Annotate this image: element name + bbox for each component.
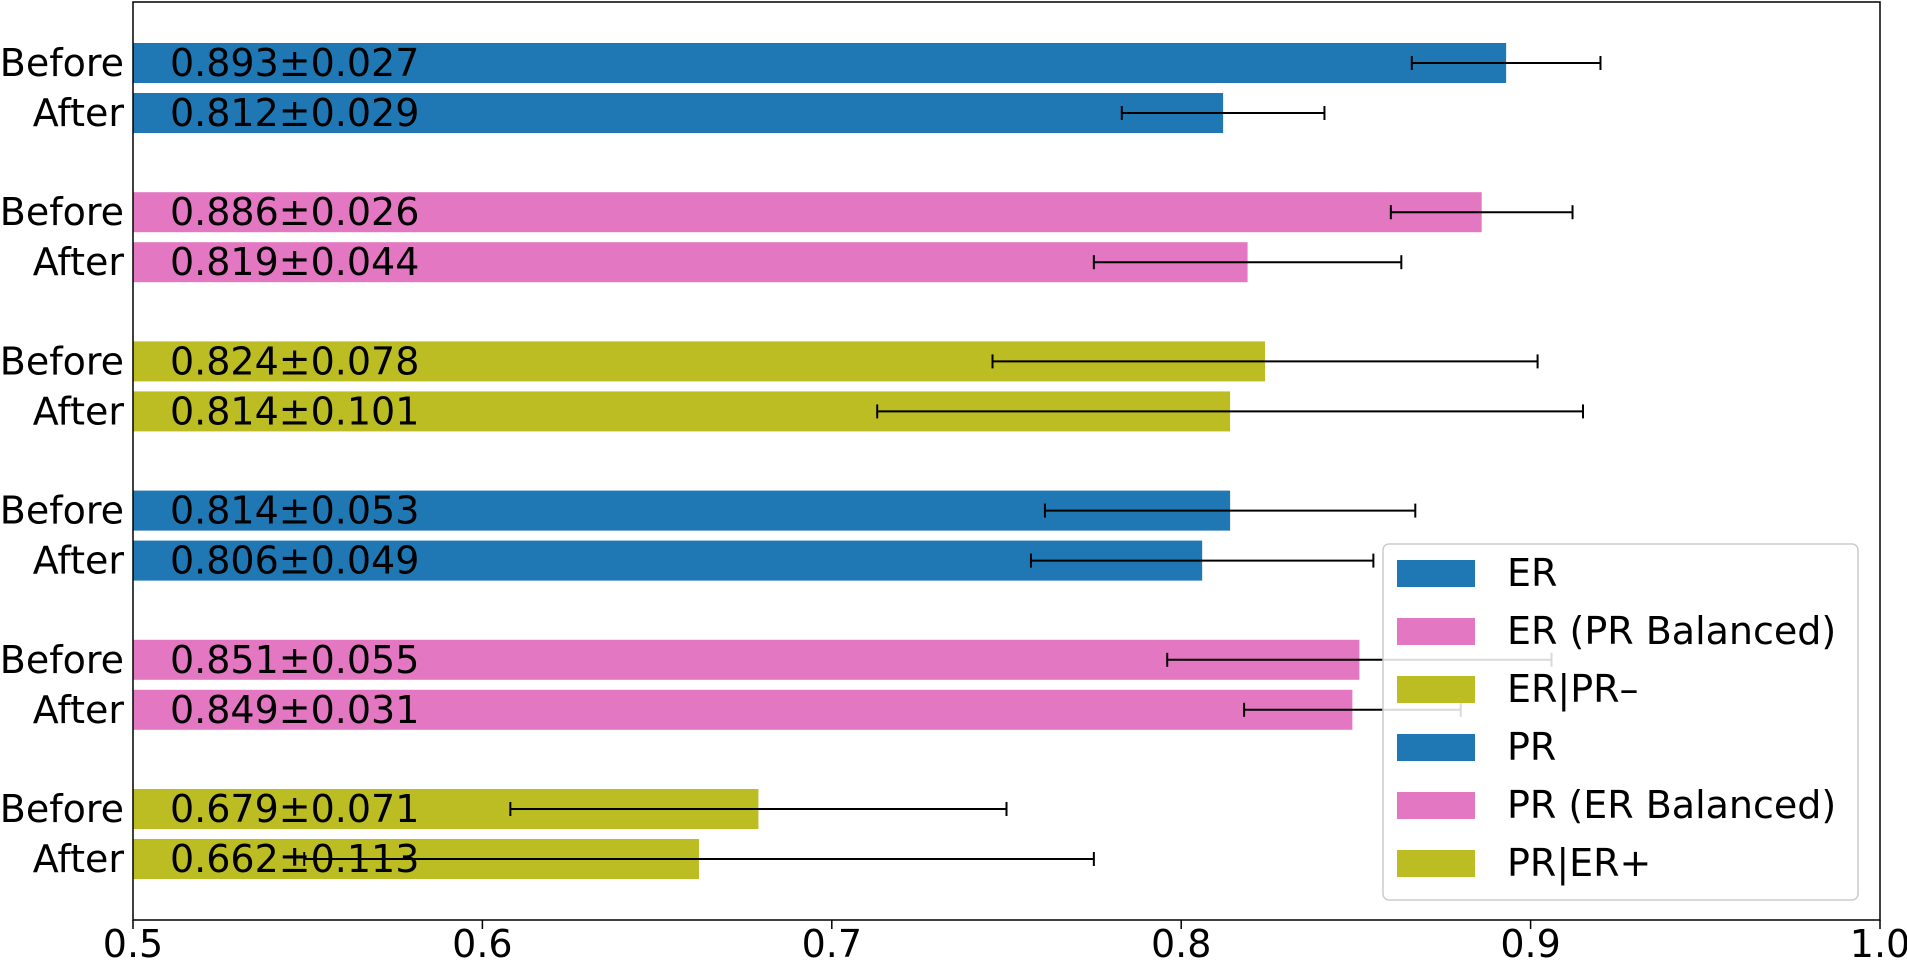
category-labels: Before After Before After Before After Before A… xyxy=(0,41,124,881)
bar-before xyxy=(133,639,1360,680)
error-bar xyxy=(1043,503,1417,518)
error-bar xyxy=(1092,255,1403,270)
bar-value-label: 0.849±0.031 xyxy=(170,688,419,732)
error-bar xyxy=(1389,205,1574,220)
bar-value-label: 0.662±0.113 xyxy=(170,837,419,881)
error-bar xyxy=(876,404,1585,419)
category-label: Before xyxy=(0,41,124,85)
category-label: Before xyxy=(0,638,124,682)
plot-frame xyxy=(132,1,1881,921)
category-label: Before xyxy=(0,339,124,383)
error-bars-layer xyxy=(303,56,1602,866)
error-bar xyxy=(509,802,1008,816)
x-tick-label: 0.7 xyxy=(802,922,862,961)
bar-value-label: 0.824±0.078 xyxy=(170,339,419,383)
bar-value-label: 0.806±0.049 xyxy=(170,539,419,583)
error-bar xyxy=(1410,56,1602,70)
legend-swatch xyxy=(1397,676,1475,703)
legend-swatch xyxy=(1397,560,1475,587)
category-label: After xyxy=(33,240,125,284)
bar-value-labels: 0.893±0.027 0.812±0.029 0.886±0.026 0.819±0… xyxy=(170,41,419,881)
error-bar xyxy=(1029,553,1375,568)
axes xyxy=(132,1,1881,921)
category-label: Before xyxy=(0,787,124,831)
category-label: Before xyxy=(0,190,124,234)
error-bar xyxy=(303,852,1095,866)
legend-swatch xyxy=(1397,618,1475,645)
category-label: Before xyxy=(0,489,124,533)
x-axis-ticks: 0.5 0.6 0.7 0.8 0.9 1.0 xyxy=(103,920,1907,961)
category-label: After xyxy=(33,91,125,135)
bar-before xyxy=(133,192,1482,233)
bar-after xyxy=(133,242,1248,283)
legend-label: PR (ER Balanced) xyxy=(1507,783,1836,827)
category-label: After xyxy=(33,837,125,881)
bars-layer xyxy=(133,43,1507,879)
legend-swatch xyxy=(1397,734,1475,761)
x-tick-label: 0.9 xyxy=(1500,922,1560,961)
x-tick-label: 0.5 xyxy=(103,922,163,961)
error-bar xyxy=(991,354,1539,369)
bar-value-label: 0.814±0.053 xyxy=(170,489,419,533)
category-label: After xyxy=(33,389,125,433)
legend-swatch xyxy=(1397,850,1475,877)
category-label: After xyxy=(33,539,125,583)
bar-after xyxy=(133,689,1353,730)
x-tick-label: 1.0 xyxy=(1850,922,1907,961)
legend-label: PR xyxy=(1507,725,1556,769)
legend-label: ER (PR Balanced) xyxy=(1507,609,1836,653)
x-tick-label: 0.8 xyxy=(1151,922,1211,961)
legend: ER ER (PR Balanced) ER|PR– PR PR (ER Balance… xyxy=(1382,543,1859,901)
legend-label: ER xyxy=(1507,551,1557,595)
category-label: After xyxy=(33,688,125,732)
bar-value-label: 0.819±0.044 xyxy=(170,240,419,284)
bar-value-label: 0.851±0.055 xyxy=(170,638,419,682)
bar-value-label: 0.812±0.029 xyxy=(170,91,419,135)
bar-value-label: 0.886±0.026 xyxy=(170,190,419,234)
legend-label: ER|PR– xyxy=(1507,667,1639,712)
bar-value-label: 0.679±0.071 xyxy=(170,787,419,831)
bar-before xyxy=(133,43,1507,83)
legend-swatch xyxy=(1397,792,1475,819)
legend-box xyxy=(1382,543,1859,901)
bar-after xyxy=(133,93,1224,133)
bar-after xyxy=(133,540,1203,581)
legend-label: PR|ER+ xyxy=(1507,841,1651,886)
bar-value-label: 0.814±0.101 xyxy=(170,389,419,433)
x-tick-label: 0.6 xyxy=(452,922,512,961)
bar-value-label: 0.893±0.027 xyxy=(170,41,419,85)
error-bar xyxy=(1120,106,1326,120)
